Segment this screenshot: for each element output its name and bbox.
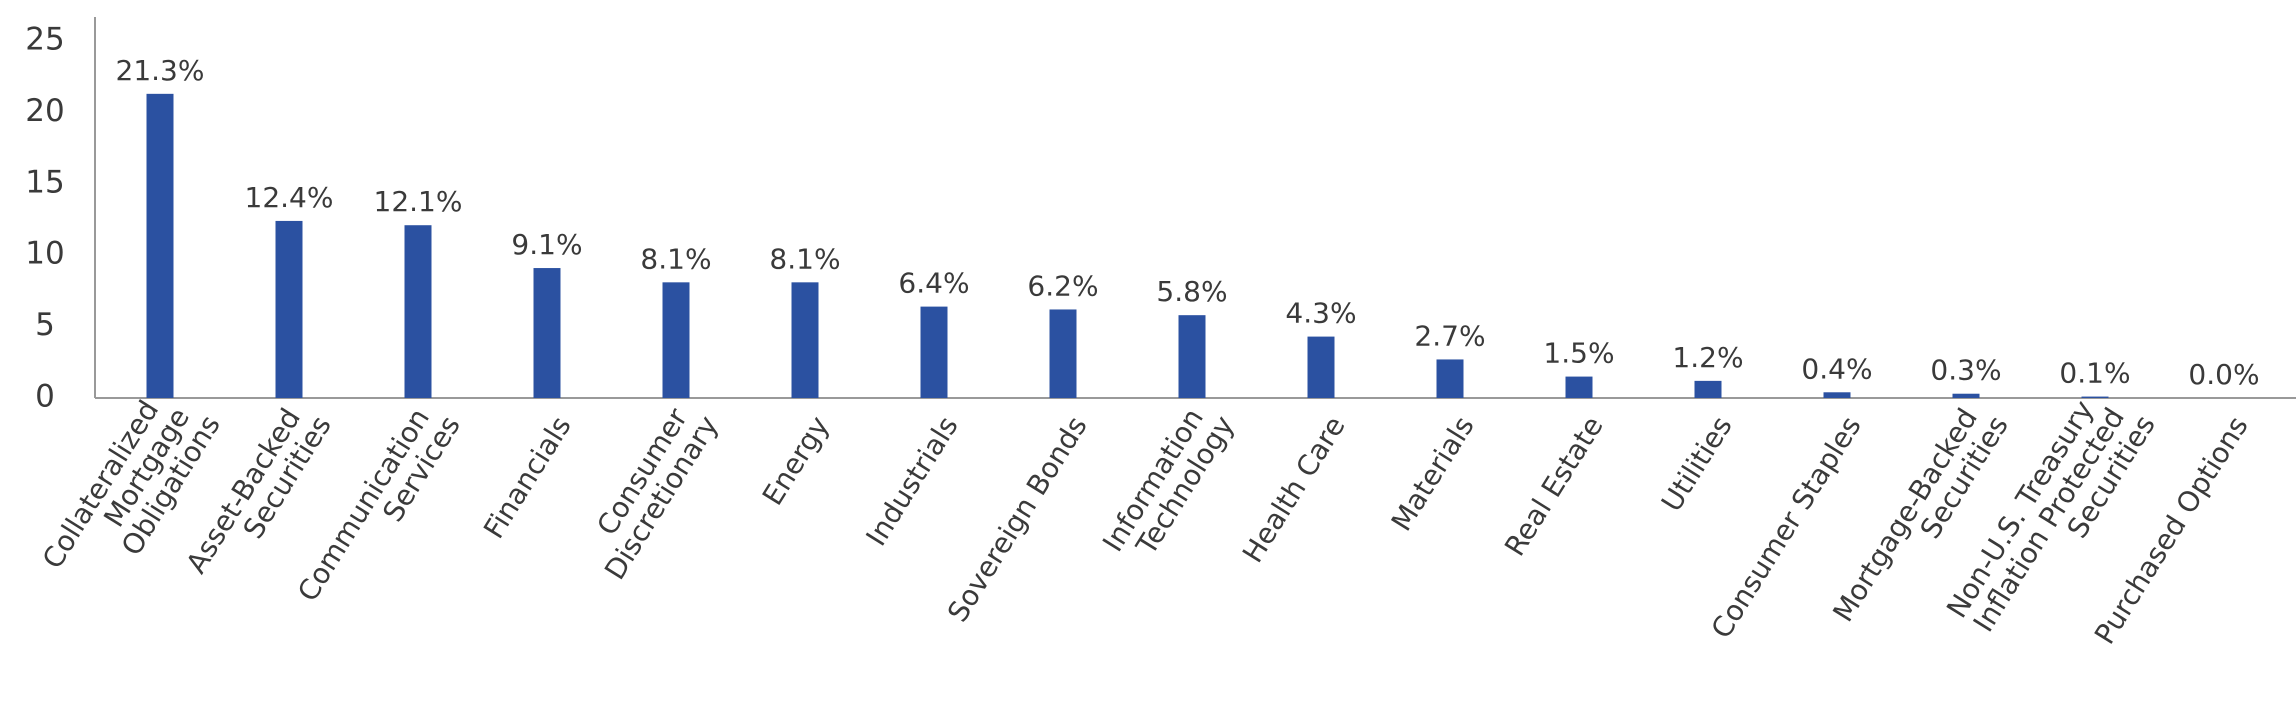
y-tick-label: 10 bbox=[25, 236, 64, 272]
value-label: 4.3% bbox=[1285, 297, 1356, 330]
value-label: 6.2% bbox=[1027, 269, 1098, 302]
x-tick-label: Industrials bbox=[859, 410, 964, 551]
x-tick-label: Financials bbox=[477, 410, 578, 544]
bar bbox=[275, 220, 303, 398]
value-label: 5.8% bbox=[1156, 275, 1227, 308]
bar bbox=[662, 282, 690, 398]
x-tick-label: Energy bbox=[756, 410, 836, 511]
value-label: 9.1% bbox=[511, 228, 582, 261]
value-label: 1.5% bbox=[1543, 337, 1614, 370]
value-label: 0.4% bbox=[1801, 352, 1872, 385]
bar bbox=[1952, 393, 1980, 398]
value-label: 12.1% bbox=[374, 185, 463, 218]
bar bbox=[1307, 336, 1335, 398]
x-tick-label: Real Estate bbox=[1498, 410, 1610, 561]
y-tick-label: 20 bbox=[25, 93, 64, 129]
bar bbox=[1694, 380, 1722, 398]
value-label: 1.2% bbox=[1672, 341, 1743, 374]
bar bbox=[1178, 315, 1206, 398]
y-tick-label: 15 bbox=[25, 164, 64, 200]
bar bbox=[404, 225, 432, 398]
value-label: 8.1% bbox=[769, 242, 840, 275]
value-label: 0.3% bbox=[1930, 354, 2001, 387]
x-tick-label: InformationTechnology bbox=[1096, 394, 1241, 573]
bar bbox=[920, 306, 948, 398]
value-label: 21.3% bbox=[116, 54, 205, 87]
x-tick-label: Utilities bbox=[1655, 410, 1739, 517]
x-tick-label: Materials bbox=[1385, 410, 1481, 536]
value-label: 0.0% bbox=[2188, 358, 2259, 391]
x-tick-label: Sovereign Bonds bbox=[941, 410, 1094, 627]
y-tick-label: 25 bbox=[25, 22, 64, 58]
value-label: 0.1% bbox=[2059, 357, 2130, 390]
value-label: 2.7% bbox=[1414, 319, 1485, 352]
bar bbox=[533, 268, 561, 398]
y-tick-label: 0 bbox=[35, 379, 55, 415]
bar bbox=[1823, 392, 1851, 398]
value-label: 6.4% bbox=[898, 267, 969, 300]
x-tick-label: Health Care bbox=[1236, 410, 1352, 568]
bar bbox=[146, 93, 174, 398]
bar bbox=[1565, 376, 1593, 398]
bar bbox=[791, 282, 819, 398]
value-label: 8.1% bbox=[640, 242, 711, 275]
bar bbox=[2081, 396, 2109, 398]
x-tick-label: ConsumerDiscretionary bbox=[573, 394, 725, 585]
y-tick-label: 5 bbox=[35, 307, 55, 343]
value-label: 12.4% bbox=[245, 181, 334, 214]
bar bbox=[1049, 309, 1077, 398]
bar bbox=[1436, 359, 1464, 398]
